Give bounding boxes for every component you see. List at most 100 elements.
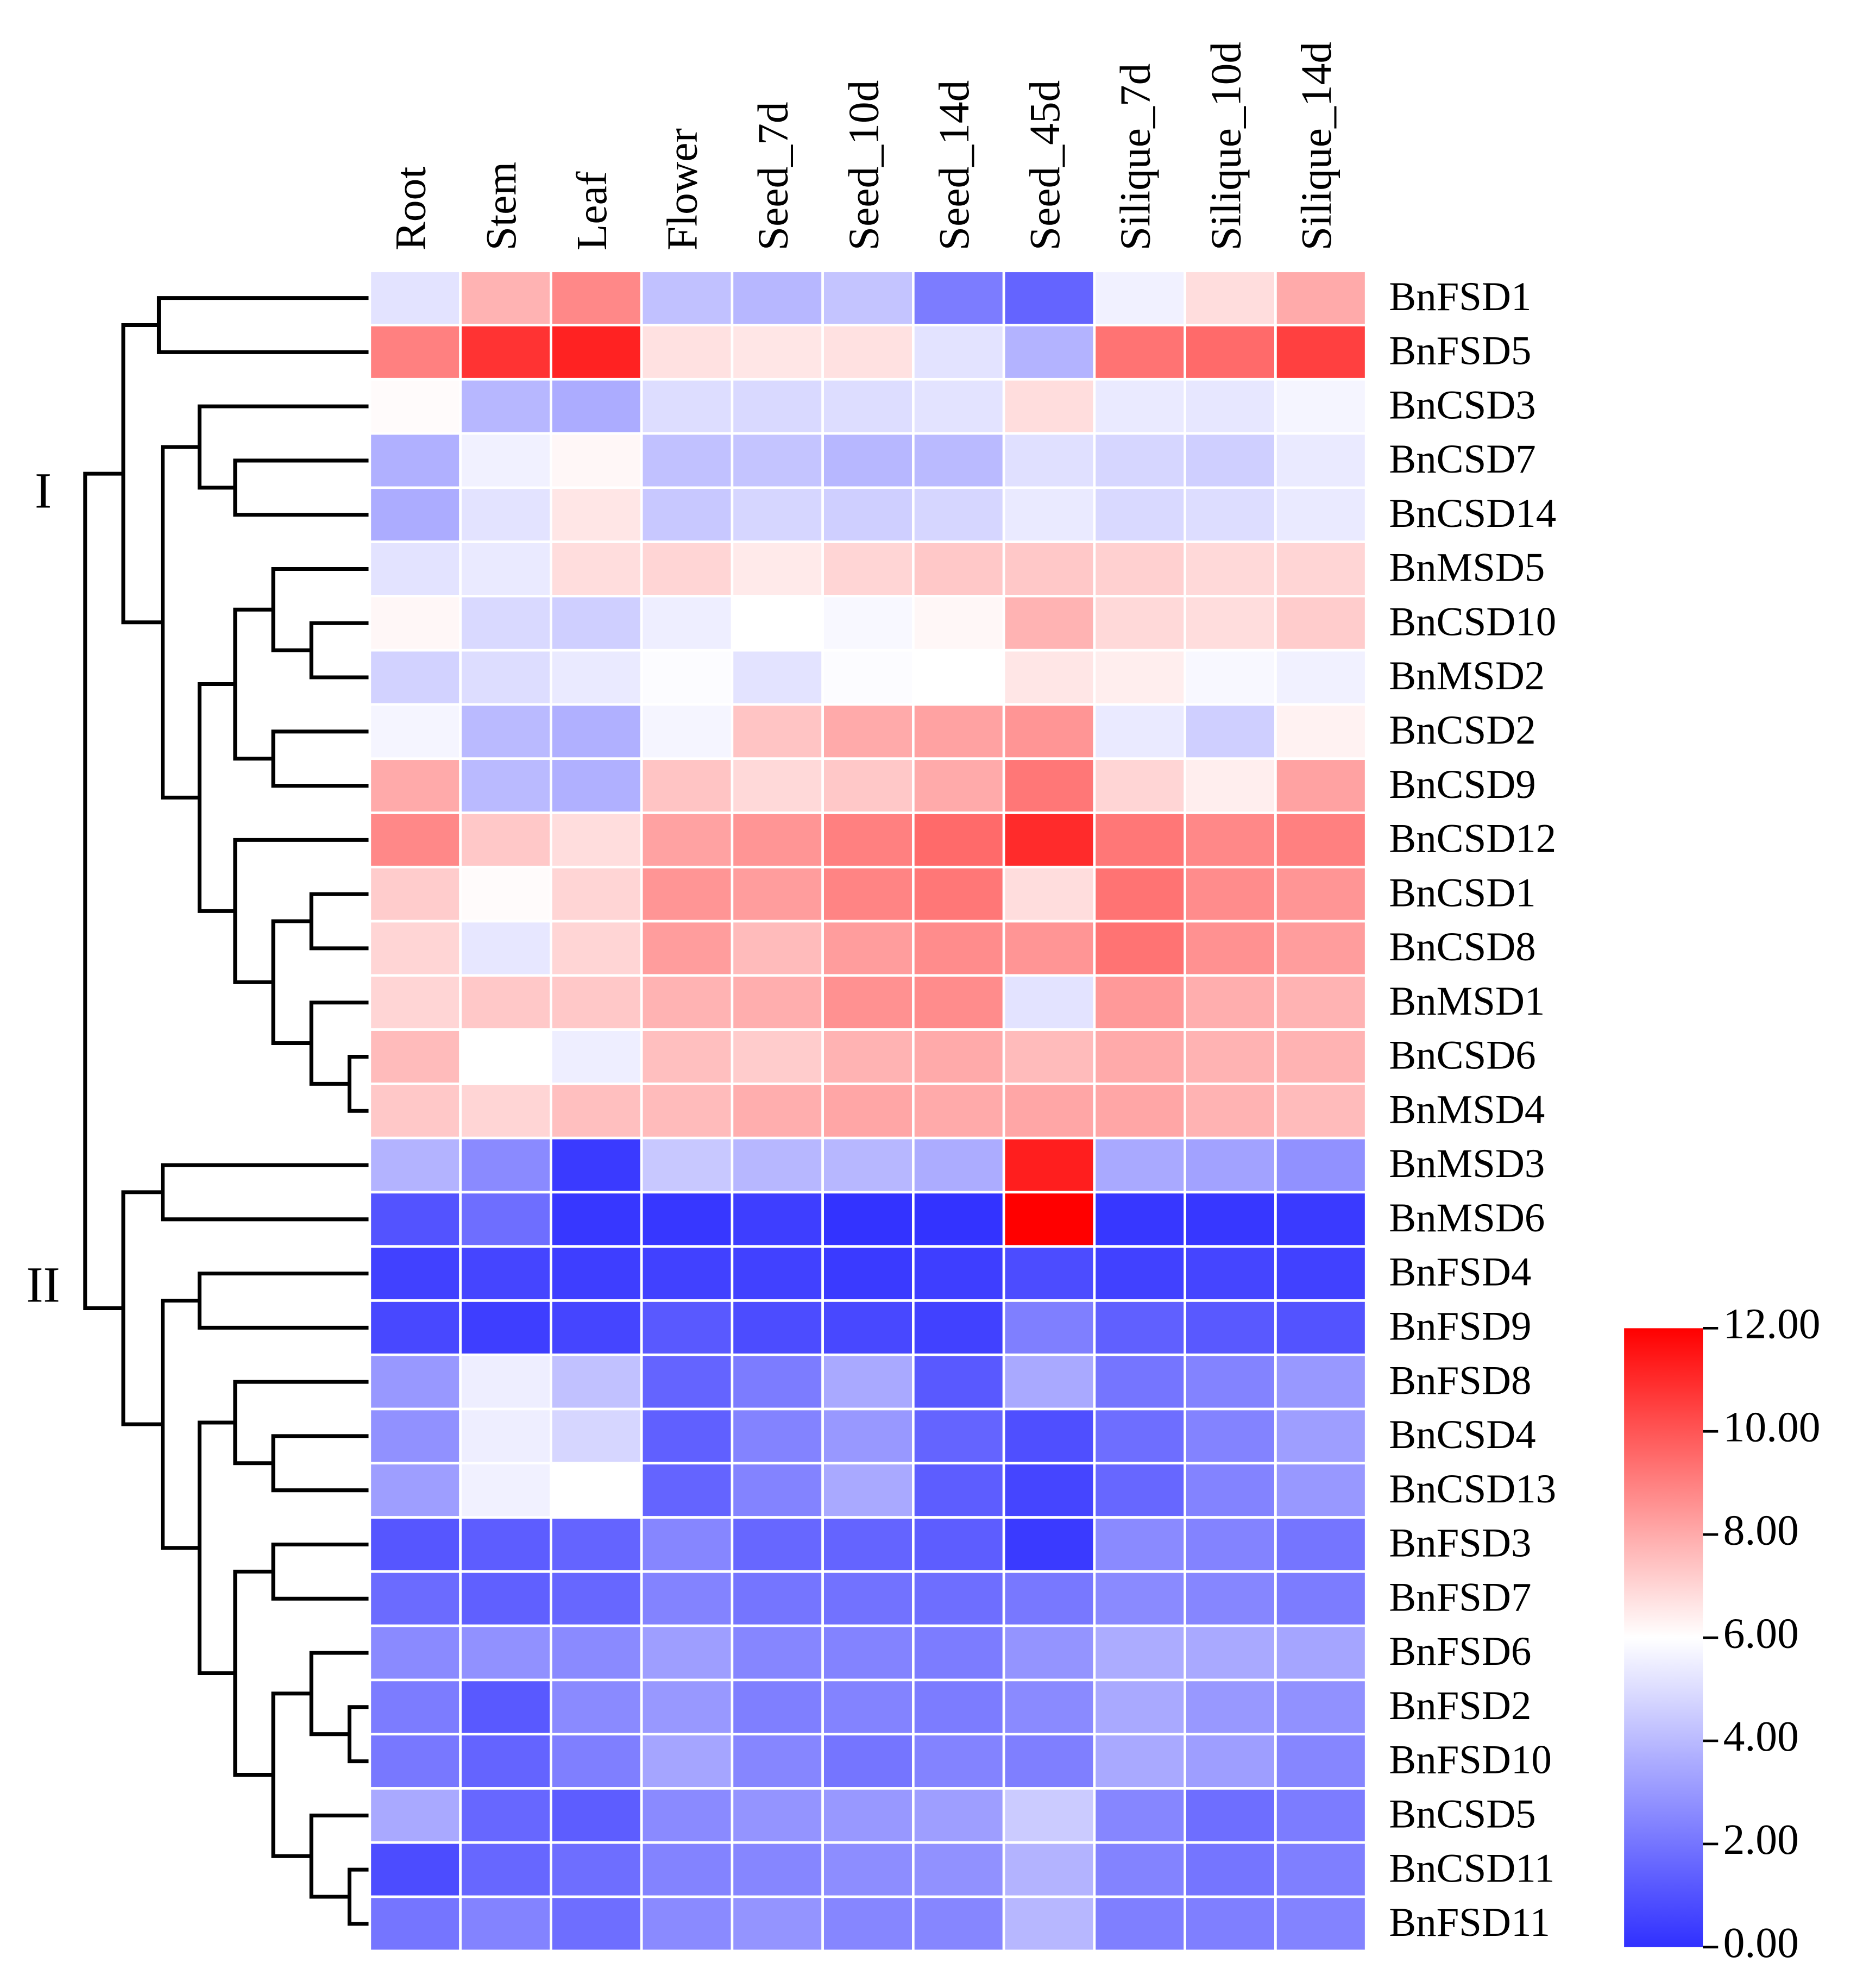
heatmap-cell [821, 1787, 915, 1844]
heatmap-cell [368, 1895, 462, 1953]
heatmap-cell [731, 1245, 824, 1302]
heatmap-cell [1002, 378, 1096, 435]
heatmap-cell [550, 1678, 643, 1736]
heatmap-cell [731, 432, 824, 489]
heatmap-cell [1093, 1245, 1187, 1302]
row-label: BnCSD14 [1389, 491, 1556, 536]
heatmap-cell [368, 1136, 462, 1194]
heatmap-cell [640, 1083, 734, 1140]
heatmap-cell [1274, 540, 1368, 597]
heatmap-cell [640, 486, 734, 543]
dendrogram-branch [83, 471, 123, 1311]
heatmap-cell [821, 1895, 915, 1953]
heatmap-cell [731, 1353, 824, 1411]
row-label: BnFSD8 [1389, 1358, 1531, 1403]
heatmap-cell [1002, 703, 1096, 760]
heatmap-cell [459, 920, 552, 977]
dendrogram-branch [156, 296, 370, 354]
heatmap-cell [731, 811, 824, 869]
heatmap-cell [1274, 757, 1368, 814]
column-label: Seed_14d [930, 80, 978, 251]
dendrogram-branch [233, 607, 274, 761]
heatmap-cell [1274, 920, 1368, 977]
heatmap-cell [821, 703, 915, 760]
heatmap-cell [459, 540, 552, 597]
colorbar [1624, 1328, 1703, 1947]
heatmap-cell [1274, 1624, 1368, 1682]
heatmap-cell [459, 1895, 552, 1953]
heatmap-cell [1093, 324, 1187, 381]
heatmap-cell [1274, 1083, 1368, 1140]
heatmap-cell [1184, 595, 1277, 652]
heatmap-cell [368, 1733, 462, 1790]
heatmap-cell [1093, 1895, 1187, 1953]
heatmap-cell [1002, 865, 1096, 923]
heatmap-cell [1274, 974, 1368, 1031]
heatmap-cell [368, 1516, 462, 1573]
heatmap-cell [1184, 865, 1277, 923]
heatmap-cell [640, 920, 734, 977]
heatmap-cell [1093, 1136, 1187, 1194]
heatmap-cell [1002, 1028, 1096, 1085]
dendrogram-branch [160, 1163, 370, 1222]
heatmap-cell [1093, 865, 1187, 923]
heatmap-cell [640, 1299, 734, 1356]
heatmap-cell [640, 595, 734, 652]
heatmap-cell [821, 920, 915, 977]
heatmap-cell [1093, 1678, 1187, 1736]
heatmap-cell [1093, 378, 1187, 435]
heatmap-cell [731, 595, 824, 652]
heatmap-cell [1002, 540, 1096, 597]
heatmap-cell [912, 1570, 1005, 1627]
heatmap-cell [550, 811, 643, 869]
heatmap-cell [731, 1136, 824, 1194]
heatmap-cell [1002, 1624, 1096, 1682]
heatmap-cell [912, 1787, 1005, 1844]
heatmap-cell [1002, 486, 1096, 543]
dendrogram-branch [160, 1298, 200, 1550]
heatmap-cell [459, 1570, 552, 1627]
row-label: BnFSD3 [1389, 1521, 1531, 1566]
heatmap-cell [459, 1516, 552, 1573]
heatmap-cell [912, 1407, 1005, 1465]
heatmap-cell [821, 1245, 915, 1302]
heatmap-cell [550, 649, 643, 706]
heatmap-cell [1184, 1136, 1277, 1194]
heatmap-cell [731, 1191, 824, 1248]
heatmap-cell [1184, 1245, 1277, 1302]
heatmap-cell [640, 432, 734, 489]
heatmap-cell [640, 1462, 734, 1519]
heatmap-cell [821, 811, 915, 869]
heatmap-cell [459, 1299, 552, 1356]
heatmap-cell [821, 974, 915, 1031]
heatmap-cell [550, 1841, 643, 1898]
heatmap-cell [1274, 1245, 1368, 1302]
dendrogram-branch [197, 404, 370, 490]
heatmap-cell [459, 757, 552, 814]
heatmap-cell [1002, 974, 1096, 1031]
heatmap-cell [731, 1895, 824, 1953]
heatmap-cell [821, 1462, 915, 1519]
heatmap-cell [640, 757, 734, 814]
heatmap-cell [1184, 1353, 1277, 1411]
heatmap-cell [640, 1407, 734, 1465]
heatmap-cell [1002, 1841, 1096, 1898]
dendrogram-branch [271, 1691, 312, 1858]
dendrogram-branch [347, 1867, 370, 1926]
heatmap-cell [1002, 1407, 1096, 1465]
heatmap-cell [550, 1733, 643, 1790]
heatmap-cell [550, 324, 643, 381]
heatmap-cell [1184, 703, 1277, 760]
heatmap-cell [368, 649, 462, 706]
heatmap-cell [459, 1136, 552, 1194]
heatmap-cell [1184, 1733, 1277, 1790]
heatmap-cell [368, 920, 462, 977]
heatmap-cell [1184, 1516, 1277, 1573]
heatmap-cell [550, 1895, 643, 1953]
dendrogram-branch [197, 682, 235, 913]
row-label: BnFSD1 [1389, 274, 1531, 319]
heatmap-cell [731, 1299, 824, 1356]
heatmap-cell [368, 974, 462, 1031]
dendrogram-branch [160, 445, 200, 800]
